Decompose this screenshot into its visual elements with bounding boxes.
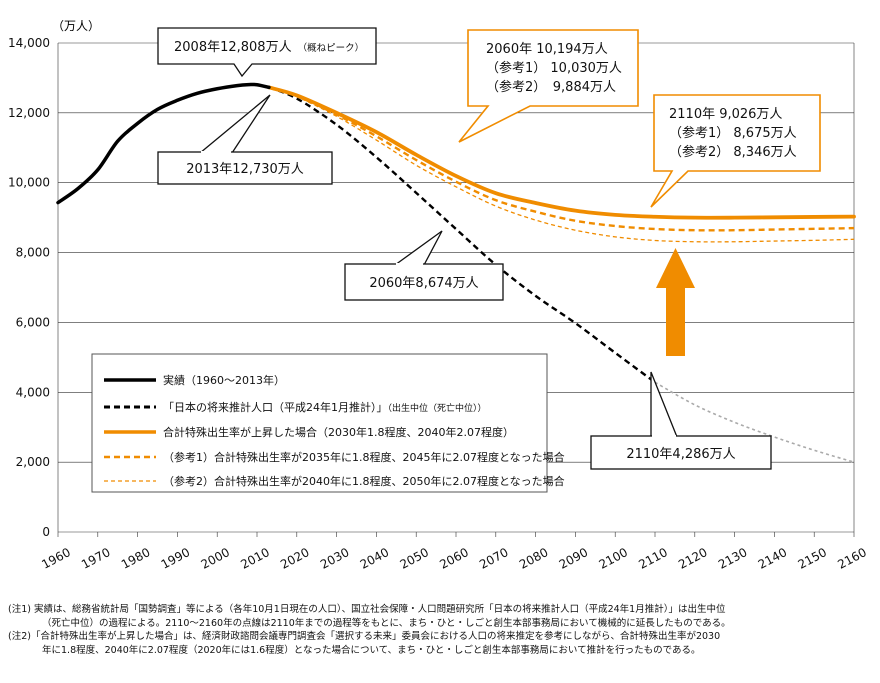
- callout-2060-base: 2060年8,674万人: [344, 230, 504, 301]
- callout-peak: 2008年12,808万人 （概ねピーク）: [157, 27, 377, 78]
- x-tick-label: 2080: [517, 545, 551, 572]
- y-tick-label: 4,000: [16, 385, 50, 399]
- x-tick-label: 2090: [557, 545, 591, 572]
- legend-ref2: （参考2）合計特殊出生率が2040年に1.8程度、2050年に2.07程度となっ…: [163, 474, 565, 488]
- x-axis: 1960 1970 1980 1990 2000 2010 2020 2030 2040 2050…: [39, 532, 869, 572]
- callout-2110-rise: 2110年 9,026万人 （参考1） 8,675万人 （参考2） 8,346万…: [650, 94, 821, 208]
- y-tick-label: 6,000: [16, 315, 50, 329]
- x-tick-label: 2110: [636, 545, 670, 572]
- series-lines: [56, 82, 856, 463]
- callout-2013: 2013年12,730万人: [157, 94, 333, 185]
- legend: 実績（1960〜2013年） 「日本の将来推計人口（平成24年1月推計）」（出生…: [91, 353, 565, 493]
- series-line-4: [268, 86, 855, 232]
- y2013-label: 2013年12,730万人: [186, 162, 304, 177]
- legend-rise: 合計特殊出生率が上昇した場合（2030年1.8程度、2040年2.07程度）: [163, 425, 514, 439]
- y-tick-label: 2,000: [16, 455, 50, 469]
- y-tick-label: 14,000: [8, 36, 50, 50]
- note-2-line-1: (注2)「合計特殊出生率が上昇した場合」は、経済財政諮問会議専門調査会「選択する…: [8, 631, 721, 642]
- series-line-0: [56, 82, 271, 205]
- rise2110-line2: （参考1） 8,675万人: [669, 125, 797, 141]
- rise2110-line1: 2110年 9,026万人: [669, 107, 782, 122]
- y-tick-label: 0: [42, 525, 50, 539]
- y-tick-label: 8,000: [16, 246, 50, 260]
- series-line-5: [268, 86, 855, 243]
- x-tick-label: 2040: [358, 545, 392, 572]
- footnotes: (注1) 実績は、総務省統計局「国勢調査」等による（各年10月1日現在の人口）、…: [8, 603, 872, 657]
- legend-projection: 「日本の将来推計人口（平成24年1月推計）」: [163, 400, 388, 414]
- series-line-3: [267, 85, 856, 220]
- x-tick-label: 2000: [199, 545, 233, 572]
- x-tick-label: 2060: [437, 545, 471, 572]
- base2110-label: 2110年4,286万人: [626, 447, 735, 462]
- x-tick-label: 1980: [119, 545, 153, 572]
- callout-2060-rise: 2060年 10,194万人 （参考1） 10,030万人 （参考2） 9,88…: [458, 29, 639, 143]
- legend-ref1: （参考1）合計特殊出生率が2035年に1.8程度、2045年に2.07程度となっ…: [163, 450, 565, 464]
- series-line-1: [268, 86, 656, 384]
- note-2-line-2: 年に1.8程度、2040年に2.07程度（2020年には1.6程度）となった場合…: [42, 644, 701, 656]
- y-tick-label: 10,000: [8, 176, 50, 190]
- peak-note: （概ねピーク）: [298, 42, 365, 54]
- x-tick-label: 1960: [39, 545, 73, 572]
- note-1-line-1: (注1) 実績は、総務省統計局「国勢調査」等による（各年10月1日現在の人口）、…: [8, 604, 726, 615]
- note-1-line-2: （死亡中位）の過程による。2110〜2160年の点線は2110年までの過程等をも…: [42, 617, 731, 629]
- y-tick-label: 12,000: [8, 106, 50, 120]
- x-tick-label: 2120: [676, 545, 710, 572]
- svg-text:2008年12,808万人（概ねピーク）: 2008年12,808万人 （概ねピーク）: [174, 40, 364, 55]
- legend-projection-note: （出生中位（死亡中位））: [388, 402, 487, 414]
- x-tick-label: 1970: [79, 545, 113, 572]
- rise2110-line3: （参考2） 8,346万人: [669, 144, 797, 160]
- population-chart: 02,0004,0006,0008,00010,00012,00014,000 …: [8, 19, 869, 572]
- rise2060-line3: （参考2） 9,884万人: [486, 79, 616, 95]
- x-tick-label: 2050: [398, 545, 432, 572]
- x-tick-label: 2100: [597, 545, 631, 572]
- x-tick-label: 2140: [756, 545, 790, 572]
- x-tick-label: 2030: [318, 545, 352, 572]
- x-tick-label: 2160: [835, 545, 869, 572]
- svg-text:「日本の将来推計人口（平成24年1月推計）」（出生中位（死亡: 「日本の将来推計人口（平成24年1月推計）」（出生中位（死亡中位））: [163, 400, 487, 414]
- peak-label: 2008年12,808万人: [174, 40, 292, 55]
- legend-actual: 実績（1960〜2013年）: [163, 373, 285, 387]
- x-tick-label: 2010: [238, 545, 272, 572]
- up-arrow-icon: [656, 248, 695, 356]
- x-tick-label: 2020: [278, 545, 312, 572]
- y-axis: 0 2,000 4,000 6,000 8,000 10,000 12,000 14,000: [8, 36, 50, 539]
- y-axis-label: （万人）: [52, 19, 100, 33]
- x-tick-label: 2070: [477, 545, 511, 572]
- rise2060-line2: （参考1） 10,030万人: [486, 60, 622, 76]
- rise2060-line1: 2060年 10,194万人: [486, 42, 608, 57]
- x-tick-label: 2130: [716, 545, 750, 572]
- series-line-2: [654, 381, 855, 463]
- x-tick-label: 2150: [796, 545, 830, 572]
- x-tick-label: 1990: [159, 545, 193, 572]
- base2060-label: 2060年8,674万人: [369, 276, 478, 291]
- callout-2110-base: 2110年4,286万人: [590, 371, 772, 470]
